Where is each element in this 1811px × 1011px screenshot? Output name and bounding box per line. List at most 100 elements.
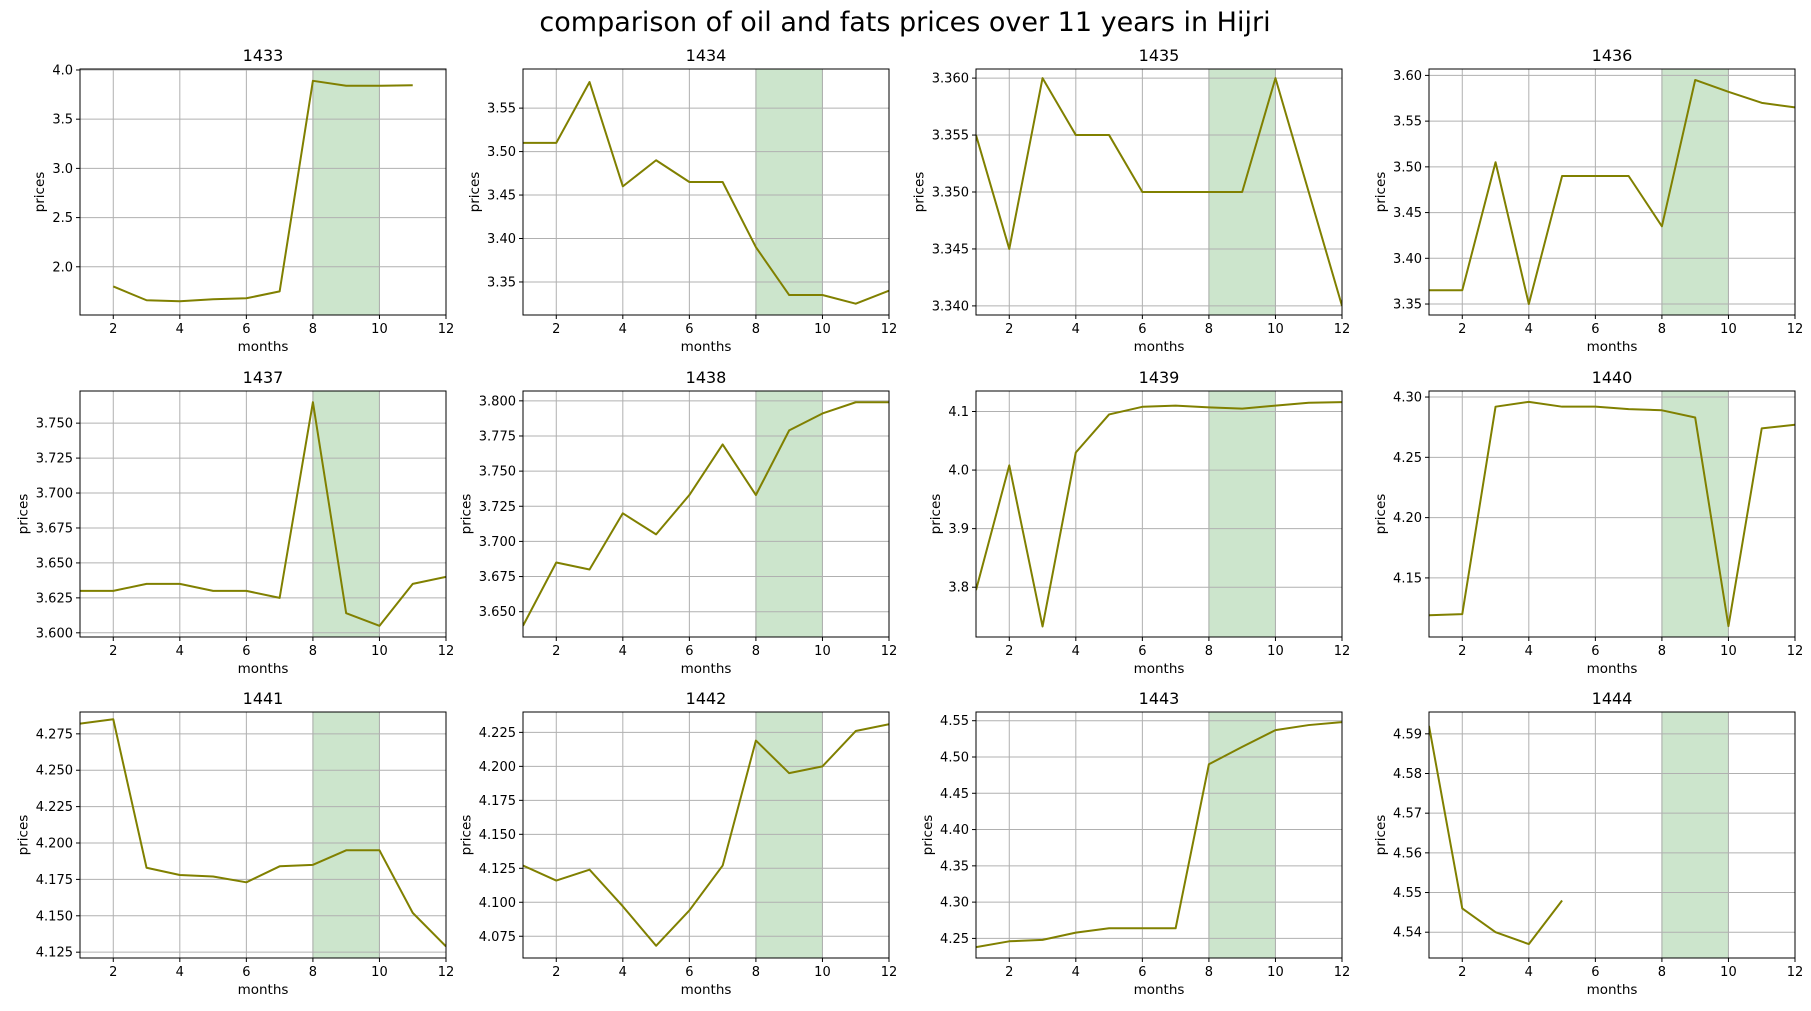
axes-frame bbox=[79, 711, 447, 959]
x-axis-label: months bbox=[681, 982, 732, 998]
y-axis-label: prices bbox=[1373, 172, 1389, 213]
x-tick-label: 8 bbox=[1658, 965, 1666, 980]
x-tick-label: 4 bbox=[1072, 322, 1080, 337]
y-tick-label: 3.340 bbox=[932, 299, 969, 314]
axes-frame bbox=[1428, 711, 1796, 959]
x-tick-label: 4 bbox=[176, 644, 184, 659]
x-tick-label: 6 bbox=[1138, 644, 1146, 659]
subplot-1436: 2 4 6 8 10 12 3.35 3.40 3.45 3.50 3.55 3.60 1436 mont… bbox=[1373, 46, 1803, 355]
x-tick-label: 8 bbox=[1658, 322, 1666, 337]
y-tick-label: 3.9 bbox=[948, 522, 969, 537]
axes-frame bbox=[1428, 68, 1796, 316]
x-tick-label: 12 bbox=[881, 644, 898, 659]
x-tick-label: 8 bbox=[752, 965, 760, 980]
y-tick-label: 4.50 bbox=[940, 750, 969, 765]
highlight-band bbox=[1208, 390, 1276, 638]
subplot-1434: 2 4 6 8 10 12 3.35 3.40 3.45 3.50 3.55 1434 months pr… bbox=[467, 46, 897, 355]
y-tick-label: 3.650 bbox=[479, 605, 516, 620]
y-tick-label: 4.1 bbox=[948, 405, 969, 420]
x-tick-label: 6 bbox=[1138, 965, 1146, 980]
y-tick-label: 4.30 bbox=[1393, 391, 1422, 406]
subplot-title: 1435 bbox=[1139, 46, 1180, 65]
subplot-1441: 2 4 6 8 10 12 4.125 4.150 4.175 4.200 4.225 4.250 4.… bbox=[16, 689, 455, 998]
y-tick-label: 3.625 bbox=[36, 591, 73, 606]
x-tick-label: 10 bbox=[1720, 644, 1737, 659]
y-tick-label: 3.40 bbox=[1393, 252, 1422, 267]
y-tick-label: 3.675 bbox=[36, 521, 73, 536]
y-tick-label: 4.225 bbox=[479, 726, 516, 741]
subplot-1439: 2 4 6 8 10 12 3.8 3.9 4.0 4.1 1439 months prices bbox=[928, 368, 1350, 677]
y-tick-label: 3.35 bbox=[487, 275, 516, 290]
x-tick-label: 6 bbox=[685, 322, 693, 337]
x-tick-label: 6 bbox=[242, 322, 250, 337]
x-axis-label: months bbox=[238, 982, 289, 998]
subplot-grid: 2 4 6 8 10 122.02.53.03.54.01433monthsprices2… bbox=[16, 46, 1804, 998]
y-tick-label: 4.25 bbox=[1393, 451, 1422, 466]
x-tick-label: 4 bbox=[1525, 322, 1533, 337]
y-tick-label: 3.55 bbox=[487, 102, 516, 117]
y-axis-label: prices bbox=[16, 494, 32, 535]
subplot-title: 1440 bbox=[1592, 368, 1633, 387]
x-tick-label: 6 bbox=[1591, 644, 1599, 659]
y-tick-label: 4.200 bbox=[36, 837, 73, 852]
y-tick-label: 4.40 bbox=[940, 823, 969, 838]
y-tick-label: 4.150 bbox=[36, 909, 73, 924]
y-axis-label: prices bbox=[32, 172, 48, 213]
series-line bbox=[1429, 400, 1795, 628]
x-tick-label: 10 bbox=[814, 965, 831, 980]
y-axis-label: prices bbox=[912, 172, 928, 213]
x-tick-label: 4 bbox=[176, 322, 184, 337]
axes-frame bbox=[522, 711, 890, 959]
subplot-1435: 2 4 6 8 10 12 3.340 3.345 3.350 3.355 3.360 1435 mon… bbox=[912, 46, 1351, 355]
x-tick-label: 2 bbox=[1458, 322, 1466, 337]
x-tick-label: 12 bbox=[1787, 322, 1804, 337]
x-axis-label: months bbox=[238, 661, 289, 677]
x-tick-label: 8 bbox=[309, 322, 317, 337]
y-tick-label: 4.150 bbox=[479, 828, 516, 843]
y-tick-label: 3.650 bbox=[36, 556, 73, 571]
series-line bbox=[1429, 78, 1795, 306]
y-tick-label: 4.55 bbox=[940, 714, 969, 729]
subplot-title: 1434 bbox=[686, 46, 727, 65]
x-tick-label: 8 bbox=[309, 644, 317, 659]
y-tick-label: 4.175 bbox=[36, 873, 73, 888]
highlight-band bbox=[1661, 711, 1729, 959]
y-tick-label: 4.275 bbox=[36, 727, 73, 742]
series-line bbox=[80, 401, 446, 627]
x-tick-label: 4 bbox=[619, 644, 627, 659]
y-axis-label: prices bbox=[459, 815, 475, 856]
y-tick-label: 3.50 bbox=[487, 145, 516, 160]
x-tick-label: 2 bbox=[109, 644, 117, 659]
x-tick-label: 10 bbox=[1267, 322, 1284, 337]
series-line bbox=[976, 401, 1342, 628]
y-tick-label: 2.0 bbox=[52, 260, 73, 275]
x-tick-label: 12 bbox=[1334, 644, 1351, 659]
x-tick-label: 8 bbox=[1205, 322, 1213, 337]
x-tick-label: 4 bbox=[1525, 965, 1533, 980]
y-axis-label: prices bbox=[920, 815, 936, 856]
y-tick-label: 4.15 bbox=[1393, 571, 1422, 586]
y-tick-label: 3.750 bbox=[479, 465, 516, 480]
y-tick-label: 4.125 bbox=[479, 862, 516, 877]
x-tick-label: 2 bbox=[1458, 965, 1466, 980]
y-tick-label: 3.725 bbox=[36, 452, 73, 467]
x-axis-label: months bbox=[681, 661, 732, 677]
series-line bbox=[80, 718, 446, 948]
figure-title: comparison of oil and fats prices over 1… bbox=[539, 7, 1270, 38]
subplot-title: 1441 bbox=[243, 689, 284, 708]
axes-frame bbox=[79, 68, 447, 316]
x-tick-label: 4 bbox=[1525, 644, 1533, 659]
subplot-title: 1436 bbox=[1592, 46, 1633, 65]
subplot-title: 1437 bbox=[243, 368, 284, 387]
y-tick-label: 3.675 bbox=[479, 570, 516, 585]
y-tick-label: 3.8 bbox=[948, 581, 969, 596]
y-tick-label: 3.50 bbox=[1393, 160, 1422, 175]
y-axis-label: prices bbox=[16, 815, 32, 856]
x-tick-label: 8 bbox=[1658, 644, 1666, 659]
y-tick-label: 3.45 bbox=[487, 189, 516, 204]
y-tick-label: 4.57 bbox=[1393, 807, 1422, 822]
y-tick-label: 3.800 bbox=[479, 394, 516, 409]
y-axis-label: prices bbox=[1373, 494, 1389, 535]
subplot-1442: 2 4 6 8 10 12 4.075 4.100 4.125 4.150 4.175 4.200 4.… bbox=[459, 689, 898, 998]
